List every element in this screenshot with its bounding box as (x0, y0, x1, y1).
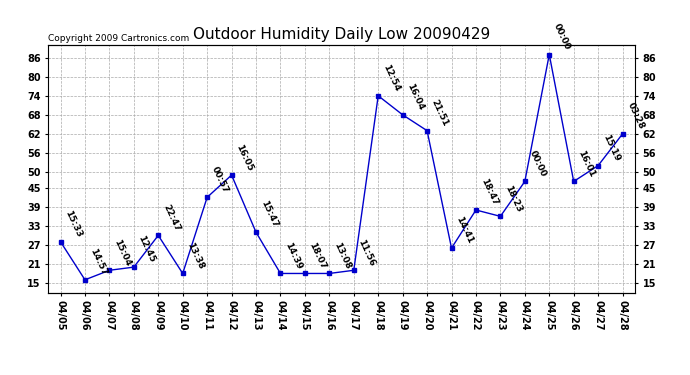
Text: 16:04: 16:04 (406, 82, 426, 112)
Text: 18:07: 18:07 (308, 241, 328, 271)
Text: 15:19: 15:19 (601, 133, 621, 163)
Text: 13:08: 13:08 (332, 241, 353, 271)
Text: 14:39: 14:39 (283, 241, 304, 271)
Text: 22:47: 22:47 (161, 202, 181, 232)
Text: 15:33: 15:33 (63, 209, 83, 239)
Text: 15:47: 15:47 (259, 200, 279, 230)
Text: 18:23: 18:23 (503, 184, 524, 214)
Text: 16:05: 16:05 (235, 142, 255, 172)
Text: 12:54: 12:54 (381, 63, 402, 93)
Text: 14:41: 14:41 (454, 215, 475, 245)
Text: 00:57: 00:57 (210, 165, 230, 195)
Text: 00:00: 00:00 (552, 22, 572, 52)
Text: Copyright 2009 Cartronics.com: Copyright 2009 Cartronics.com (48, 33, 190, 42)
Text: 16:01: 16:01 (576, 149, 597, 178)
Text: 13:38: 13:38 (186, 241, 206, 271)
Text: 18:47: 18:47 (479, 177, 499, 207)
Text: 00:00: 00:00 (528, 149, 548, 178)
Title: Outdoor Humidity Daily Low 20090429: Outdoor Humidity Daily Low 20090429 (193, 27, 490, 42)
Text: 21:51: 21:51 (430, 98, 450, 128)
Text: 15:04: 15:04 (112, 238, 132, 267)
Text: 03:28: 03:28 (625, 101, 646, 131)
Text: 11:56: 11:56 (357, 238, 377, 267)
Text: 12:45: 12:45 (137, 234, 157, 264)
Text: 14:57: 14:57 (88, 247, 108, 277)
